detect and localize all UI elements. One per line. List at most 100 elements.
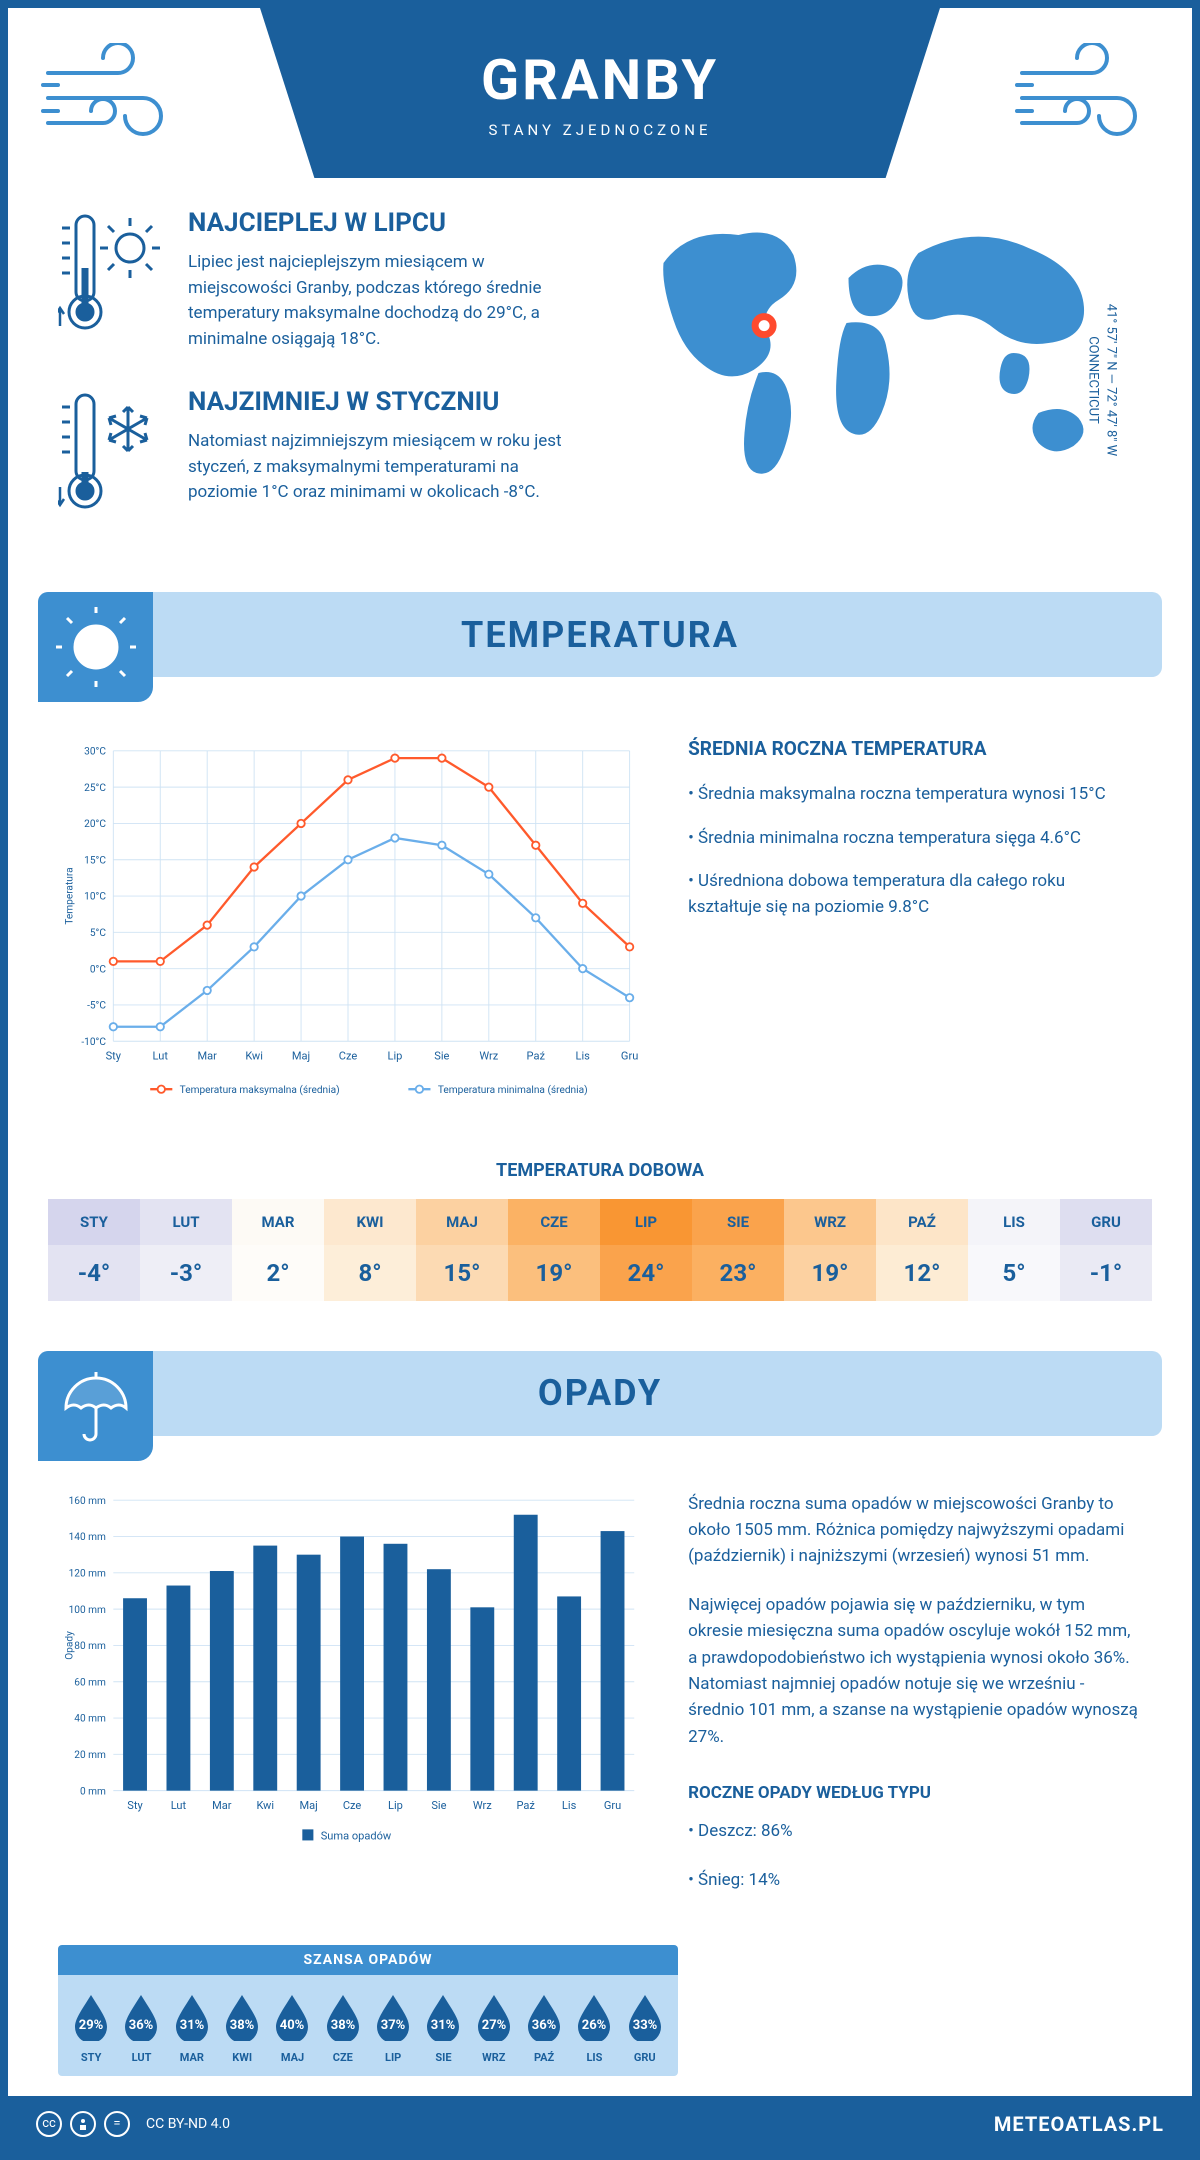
svg-text:Lut: Lut — [153, 1050, 169, 1063]
chance-cell: 37% LIP — [368, 1993, 418, 2064]
svg-text:Wrz: Wrz — [479, 1050, 498, 1063]
month-temp: -4° — [48, 1245, 140, 1301]
month-temp: 24° — [600, 1245, 692, 1301]
wind-icon — [1012, 43, 1162, 153]
month-cell: STY -4° — [48, 1199, 140, 1301]
chance-title: SZANSA OPADÓW — [58, 1945, 678, 1975]
svg-text:0 mm: 0 mm — [80, 1786, 106, 1797]
drop-icon: 27% — [474, 1993, 514, 2041]
svg-text:Temperatura maksymalna (średni: Temperatura maksymalna (średnia) — [180, 1084, 340, 1096]
chance-month: LIP — [368, 2051, 418, 2064]
sun-icon — [38, 592, 153, 702]
month-cell: GRU -1° — [1060, 1199, 1152, 1301]
cc-icon: cc — [36, 2111, 62, 2137]
fact-title: NAJCIEPLEJ W LIPCU — [188, 208, 585, 238]
infographic-page: GRANBY STANY ZJEDNOCZONE NAJCIEPLEJ W LI… — [0, 0, 1200, 2160]
chance-month: STY — [66, 2051, 116, 2064]
month-temp: -3° — [140, 1245, 232, 1301]
thermometer-snow-icon — [58, 387, 163, 517]
svg-text:Cze: Cze — [343, 1799, 362, 1812]
svg-text:Temperatura: Temperatura — [65, 867, 76, 924]
location-country: STANY ZJEDNOCZONE — [488, 121, 711, 139]
month-label: KWI — [324, 1199, 416, 1245]
svg-text:Maj: Maj — [292, 1050, 310, 1063]
month-label: STY — [48, 1199, 140, 1245]
month-label: MAR — [232, 1199, 324, 1245]
license-text: CC BY-ND 4.0 — [146, 2116, 230, 2132]
footer: cc = CC BY-ND 4.0 METEOATLAS.PL — [8, 2096, 1192, 2152]
header: GRANBY STANY ZJEDNOCZONE — [8, 8, 1192, 198]
drop-icon: 31% — [423, 1993, 463, 2041]
month-cell: WRZ 19° — [784, 1199, 876, 1301]
section-title: TEMPERATURA — [38, 614, 1162, 656]
daily-temp-title: TEMPERATURA DOBOWA — [8, 1160, 1192, 1181]
chance-cell: 40% MAJ — [267, 1993, 317, 2064]
month-temp: 8° — [324, 1245, 416, 1301]
chance-month: KWI — [217, 2051, 267, 2064]
month-cell: MAJ 15° — [416, 1199, 508, 1301]
month-temp: 2° — [232, 1245, 324, 1301]
svg-text:-10°C: -10°C — [81, 1037, 106, 1048]
temperature-row: -10°C-5°C0°C5°C10°C15°C20°C25°C30°CStyLu… — [8, 677, 1192, 1150]
precip-types-heading: ROCZNE OPADY WEDŁUG TYPU — [688, 1780, 1142, 1806]
svg-text:29%: 29% — [79, 2018, 104, 2033]
svg-text:Gru: Gru — [621, 1050, 638, 1063]
svg-text:38%: 38% — [230, 2018, 255, 2033]
chance-cell: 29% STY — [66, 1993, 116, 2064]
svg-text:Temperatura minimalna (średnia: Temperatura minimalna (średnia) — [438, 1084, 588, 1096]
svg-text:120 mm: 120 mm — [69, 1568, 106, 1579]
month-cell: MAR 2° — [232, 1199, 324, 1301]
chance-month: MAR — [167, 2051, 217, 2064]
header-band: GRANBY STANY ZJEDNOCZONE — [260, 8, 940, 178]
fact-warmest: NAJCIEPLEJ W LIPCU Lipiec jest najcieple… — [58, 208, 585, 352]
chance-cell: 31% SIE — [418, 1993, 468, 2064]
svg-text:60 mm: 60 mm — [74, 1677, 106, 1688]
chance-month: SIE — [418, 2051, 468, 2064]
month-cell: PAŹ 12° — [876, 1199, 968, 1301]
chance-cell: 26% LIS — [569, 1993, 619, 2064]
precip-text-1: Średnia roczna suma opadów w miejscowośc… — [688, 1491, 1142, 1570]
chance-cell: 33% GRU — [620, 1993, 670, 2064]
nd-icon: = — [104, 2111, 130, 2137]
month-label: LIS — [968, 1199, 1060, 1245]
svg-text:Mar: Mar — [212, 1799, 232, 1812]
chance-month: LUT — [116, 2051, 166, 2064]
svg-text:Paź: Paź — [527, 1050, 546, 1063]
thermometer-sun-icon — [58, 208, 163, 338]
month-label: LUT — [140, 1199, 232, 1245]
svg-text:Paź: Paź — [517, 1799, 536, 1812]
month-label: PAŹ — [876, 1199, 968, 1245]
svg-text:27%: 27% — [482, 2018, 507, 2033]
location-title: GRANBY — [481, 47, 719, 113]
section-header-precip: OPADY — [38, 1351, 1162, 1436]
section-header-temperature: TEMPERATURA — [38, 592, 1162, 677]
svg-text:Lip: Lip — [388, 1799, 403, 1812]
svg-text:0°C: 0°C — [90, 964, 106, 975]
month-cell: CZE 19° — [508, 1199, 600, 1301]
chance-cell: 27% WRZ — [469, 1993, 519, 2064]
chance-month: MAJ — [267, 2051, 317, 2064]
drop-icon: 26% — [574, 1993, 614, 2041]
svg-text:15°C: 15°C — [84, 855, 106, 866]
svg-text:Kwi: Kwi — [256, 1799, 274, 1812]
fact-text: Natomiast najzimniejszym miesiącem w rok… — [188, 429, 585, 506]
drop-icon: 36% — [121, 1993, 161, 2041]
month-temp: 15° — [416, 1245, 508, 1301]
drop-icon: 38% — [222, 1993, 262, 2041]
facts-column: NAJCIEPLEJ W LIPCU Lipiec jest najcieple… — [58, 208, 585, 552]
site-name: METEOATLAS.PL — [994, 2112, 1164, 2136]
precip-bar-chart: 0 mm20 mm40 mm60 mm80 mm100 mm120 mm140 … — [58, 1491, 648, 1915]
svg-text:36%: 36% — [129, 2018, 154, 2033]
month-label: GRU — [1060, 1199, 1152, 1245]
svg-text:-5°C: -5°C — [87, 1001, 106, 1012]
svg-text:31%: 31% — [431, 2018, 456, 2033]
world-map — [615, 208, 1142, 488]
svg-text:Sty: Sty — [127, 1799, 143, 1812]
by-icon — [70, 2111, 96, 2137]
month-cell: KWI 8° — [324, 1199, 416, 1301]
svg-text:40%: 40% — [280, 2018, 305, 2033]
svg-text:Lis: Lis — [562, 1799, 577, 1812]
svg-text:Lut: Lut — [171, 1799, 187, 1812]
fact-coldest: NAJZIMNIEJ W STYCZNIU Natomiast najzimni… — [58, 387, 585, 517]
temperature-summary: ŚREDNIA ROCZNA TEMPERATURA • Średnia mak… — [688, 737, 1142, 1110]
